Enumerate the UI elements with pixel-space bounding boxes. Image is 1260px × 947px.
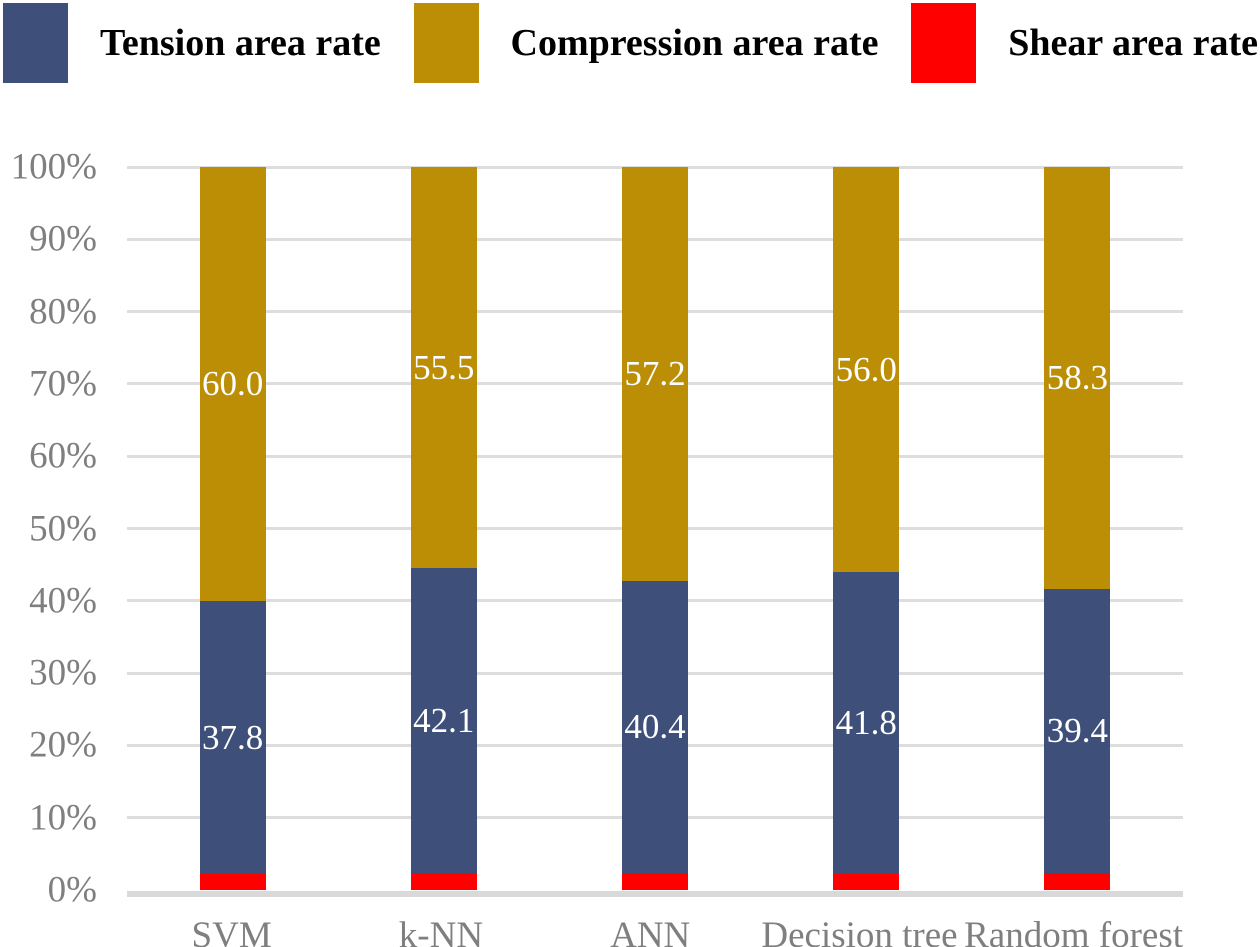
bar-slot-ANN: 57.2 40.4 <box>549 167 760 890</box>
legend-swatch-icon <box>413 3 479 83</box>
bar-segment-Random forest-Shear area rate <box>1044 873 1111 890</box>
bar-segment-k-NN-Tension area rate: 42.1 <box>410 568 477 873</box>
legend-item-1: Compression area rate <box>413 3 879 83</box>
legend-swatch-icon <box>3 3 68 83</box>
bar-segment-Decision tree-Shear area rate <box>833 874 900 890</box>
y-tick-label-50: 50% <box>29 508 97 549</box>
bar-segment-k-NN-Compression area rate: 55.5 <box>410 167 477 569</box>
legend-item-label: Tension area rate <box>100 22 381 64</box>
y-tick-label-80: 80% <box>29 291 97 333</box>
y-tick-label-0: 0% <box>47 869 97 911</box>
legend-item-label: Shear area rate <box>1008 22 1258 64</box>
bar-value-label: 41.8 <box>835 703 897 743</box>
bar-segment-ANN-Compression area rate: 57.2 <box>622 167 688 581</box>
y-tick-label-70: 70% <box>29 363 97 405</box>
x-tick-label-Random forest: Random forest <box>964 915 1183 947</box>
bar-segment-SVM-Shear area rate <box>199 874 266 890</box>
y-axis-tick-labels: 0% 10% 20% 30% 40% 50% 60% 70% 80% 90% 100% <box>0 149 97 909</box>
stacked-bar-SVM: 60.0 37.8 <box>199 167 266 890</box>
bar-segment-ANN-Tension area rate: 40.4 <box>622 580 688 873</box>
bar-value-label: 55.5 <box>413 348 475 388</box>
bar-segment-ANN-Shear area rate <box>622 872 688 890</box>
bar-segment-Random forest-Compression area rate: 58.3 <box>1044 167 1111 589</box>
bar-value-label: 57.2 <box>624 354 686 394</box>
bar-segment-Decision tree-Tension area rate: 41.8 <box>833 571 900 875</box>
stacked-bar-Decision tree: 56.0 41.8 <box>833 167 900 890</box>
x-tick-label-ANN: ANN <box>610 915 691 947</box>
x-axis-line <box>127 891 1183 897</box>
bar-segment-Random forest-Tension area rate: 39.4 <box>1044 588 1111 874</box>
y-tick-label-10: 10% <box>29 797 97 839</box>
y-tick-label-90: 90% <box>29 218 97 260</box>
bar-value-label: 39.4 <box>1046 711 1109 751</box>
y-tick-label-40: 40% <box>29 580 97 622</box>
y-tick-label-100: 100% <box>10 146 97 188</box>
bar-segment-SVM-Compression area rate: 60.0 <box>199 167 266 601</box>
legend-item-2: Shear area rate <box>911 3 1258 83</box>
bar-slot-SVM: 60.0 37.8 <box>127 167 338 890</box>
bar-segment-Decision tree-Compression area rate: 56.0 <box>833 167 900 572</box>
y-tick-label-60: 60% <box>29 435 97 477</box>
legend-swatch-icon <box>911 3 977 83</box>
stacked-bar-Random forest: 58.3 39.4 <box>1044 167 1111 890</box>
bar-value-label: 40.4 <box>624 707 686 747</box>
plot-area: 0% 10% 20% 30% 40% 50% 60% 70% 80% 90% 100% 60.0 37… <box>11 149 1183 947</box>
chart-legend: Tension area rate Compression area rate Sh… <box>3 3 1258 83</box>
x-tick-label-Decision tree: Decision tree <box>761 915 958 947</box>
bar-segment-SVM-Tension area rate: 37.8 <box>199 600 266 875</box>
bar-value-label: 56.0 <box>835 349 897 389</box>
y-tick-label-20: 20% <box>29 724 97 766</box>
bar-value-label: 37.8 <box>201 717 264 757</box>
bar-value-label: 60.0 <box>201 364 264 404</box>
legend-item-0: Tension area rate <box>3 3 381 83</box>
bar-segment-k-NN-Shear area rate <box>410 872 477 890</box>
stacked-bar-k-NN: 55.5 42.1 <box>410 167 477 890</box>
x-tick-label-SVM: SVM <box>191 915 272 947</box>
legend-item-label: Compression area rate <box>510 22 879 64</box>
bar-slot-Random forest: 58.3 39.4 <box>972 167 1183 890</box>
bar-value-label: 42.1 <box>413 700 475 740</box>
y-tick-label-30: 30% <box>29 652 97 694</box>
bar-group: 60.0 37.8 55.5 42.1 57.2 40.4 56.0 41.8 58.3 39.4 <box>127 167 1183 890</box>
x-tick-label-k-NN: k-NN <box>398 915 484 947</box>
bar-value-label: 58.3 <box>1046 358 1109 398</box>
stacked-bar-ANN: 57.2 40.4 <box>622 167 688 890</box>
bar-slot-Decision tree: 56.0 41.8 <box>761 167 972 890</box>
bar-slot-k-NN: 55.5 42.1 <box>338 167 549 890</box>
x-axis-tick-labels: SVM k-NN ANN Decision tree Random forest <box>127 917 1183 947</box>
